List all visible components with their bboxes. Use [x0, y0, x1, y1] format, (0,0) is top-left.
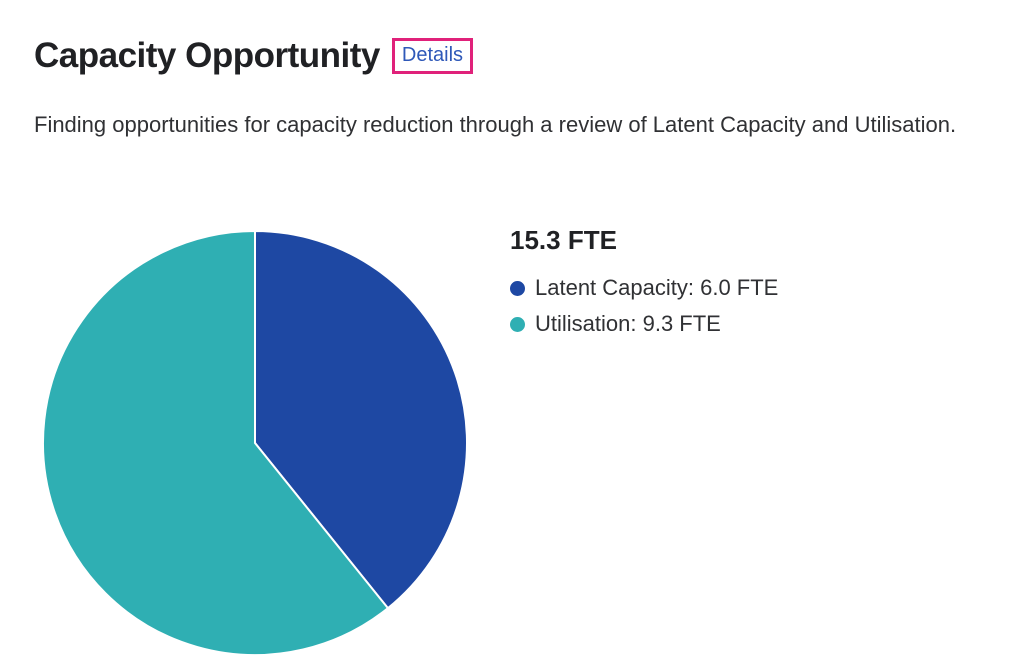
- chart-legend: 15.3 FTE Latent Capacity: 6.0 FTE Utilis…: [510, 222, 778, 342]
- page-header: Capacity Opportunity Details: [34, 34, 474, 78]
- pie-slice-latent-capacity[interactable]: [254, 229, 468, 610]
- capacity-pie-chart: [42, 229, 468, 656]
- legend-label: Latent Capacity: 6.0 FTE: [535, 275, 779, 300]
- details-link[interactable]: Details: [391, 38, 474, 74]
- legend-dot-icon: [510, 316, 525, 332]
- legend-item-latent-capacity[interactable]: Latent Capacity: 6.0 FTE: [510, 270, 778, 306]
- total-fte: 15.3 FTE: [510, 225, 617, 255]
- legend-label: Utilisation: 9.3 FTE: [535, 311, 721, 336]
- page-description: Finding opportunities for capacity reduc…: [34, 112, 957, 137]
- legend-dot-icon: [510, 280, 525, 296]
- page-title: Capacity Opportunity: [34, 36, 380, 75]
- pie-slice-utilisation[interactable]: [42, 229, 390, 656]
- legend-item-utilisation[interactable]: Utilisation: 9.3 FTE: [510, 306, 778, 342]
